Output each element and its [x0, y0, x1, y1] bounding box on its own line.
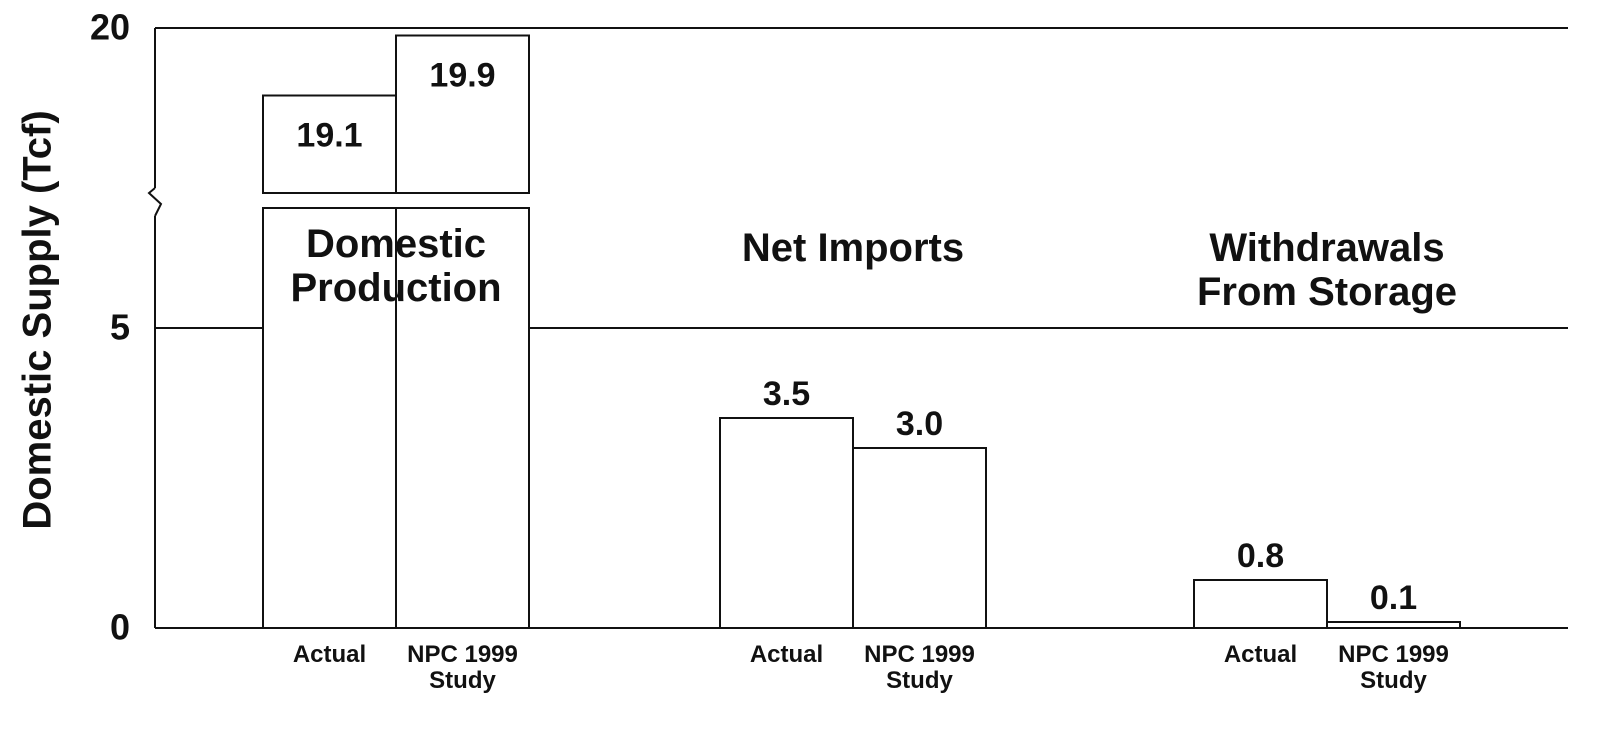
bar-label: Actual — [1223, 641, 1298, 668]
value-label: 0.8 — [1237, 537, 1284, 575]
y-tick-label: 5 — [110, 307, 130, 348]
bar — [1193, 579, 1328, 629]
bar — [1326, 621, 1461, 629]
bar-label: NPC 1999 Study — [864, 641, 975, 695]
group-label: Net Imports — [741, 226, 965, 270]
y-tick-label: 0 — [110, 607, 130, 648]
value-label: 3.0 — [896, 405, 943, 443]
group-label: Withdrawals From Storage — [1196, 226, 1458, 314]
bar-label: NPC 1999 Study — [1338, 641, 1449, 695]
bar-upper — [395, 34, 530, 194]
value-label: 19.9 — [429, 56, 495, 94]
bar-label: Actual — [749, 641, 824, 668]
y-tick-label: 20 — [90, 7, 130, 48]
value-label: 3.5 — [763, 375, 810, 413]
bar — [719, 417, 854, 629]
bar-lower — [395, 207, 530, 629]
group-label: Domestic Production — [290, 222, 502, 310]
axis-break — [147, 187, 163, 217]
bar — [852, 447, 987, 629]
bar-label: NPC 1999 Study — [407, 641, 518, 695]
value-label: 0.1 — [1370, 579, 1417, 617]
value-label: 19.1 — [296, 116, 362, 154]
bar-label: Actual — [292, 641, 367, 668]
y-axis-label: Domestic Supply (Tcf) — [16, 110, 60, 529]
bar-upper — [262, 94, 397, 194]
bar-lower — [262, 207, 397, 629]
